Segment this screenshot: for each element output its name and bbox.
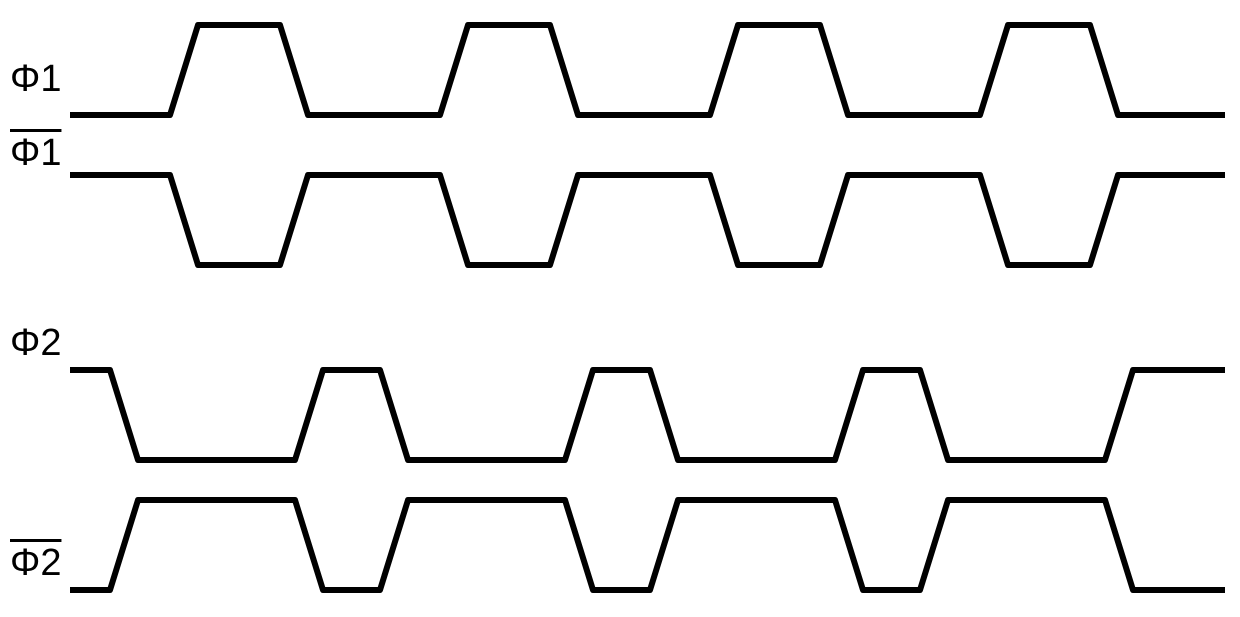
- timing-diagram: Φ1 Φ1 Φ2 Φ2: [0, 0, 1240, 617]
- waveform-phi2-bar: [70, 500, 1225, 590]
- label-phi2: Φ2: [10, 322, 61, 365]
- waveform-canvas: [0, 0, 1240, 617]
- waveform-phi2: [70, 370, 1225, 460]
- label-phi2-text: Φ2: [10, 322, 61, 364]
- waveform-phi1-bar: [70, 175, 1225, 265]
- label-phi1-bar: Φ1: [10, 132, 61, 175]
- label-phi1: Φ1: [10, 58, 61, 101]
- label-phi2-bar: Φ2: [10, 542, 61, 585]
- waveform-phi1: [70, 25, 1225, 115]
- label-phi1-bar-text: Φ1: [10, 132, 61, 174]
- label-phi1-text: Φ1: [10, 58, 61, 100]
- label-phi2-bar-text: Φ2: [10, 542, 61, 584]
